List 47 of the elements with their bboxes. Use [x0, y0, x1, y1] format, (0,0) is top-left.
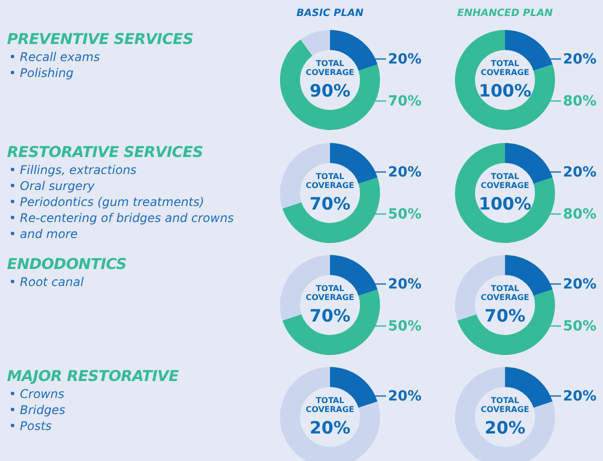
chart-title: BASIC PLAN: [296, 8, 364, 19]
data-label: 50%: [388, 206, 422, 223]
text: TOTAL COVERAGE: [480, 59, 530, 78]
text: • Periodontics (gum treatments): [9, 194, 206, 210]
text: • and more: [9, 226, 79, 242]
data-label: 20%: [563, 276, 597, 293]
data-label: 20%: [563, 52, 597, 68]
text: • Root canal: [9, 274, 85, 290]
text: RESTORATIVE SERVICES: [7, 143, 204, 162]
data-label: 20%: [563, 388, 597, 405]
chart-title: ENHANCED PLAN: [456, 8, 554, 19]
data-label: 20%: [388, 388, 422, 405]
text: 20%: [310, 418, 350, 438]
data-label: 50%: [563, 318, 597, 335]
text: • Fillings, extractions: [9, 162, 138, 178]
text: • Recall exams: [9, 49, 101, 65]
data-label: 20%: [388, 276, 422, 293]
data-label: 20%: [388, 164, 422, 181]
text: TOTAL COVERAGE: [306, 172, 354, 190]
text: MAJOR RESTORATIVE: [7, 367, 179, 386]
text: PREVENTIVE SERVICES: [7, 30, 194, 49]
text: 20%: [484, 418, 526, 438]
text: 90%: [310, 81, 350, 102]
text: • Oral surgery: [9, 178, 96, 194]
text: TOTAL COVERAGE: [306, 396, 354, 414]
data-label: 70%: [388, 94, 422, 110]
text: TOTAL COVERAGE: [306, 59, 354, 78]
text: 70%: [310, 194, 350, 214]
data-label: 80%: [563, 206, 597, 223]
text: • Bridges: [9, 402, 66, 418]
text: TOTAL COVERAGE: [480, 172, 530, 190]
text: 100%: [478, 81, 532, 102]
text: TOTAL COVERAGE: [306, 284, 354, 302]
text: TOTAL COVERAGE: [480, 284, 530, 302]
data-label: 50%: [388, 318, 422, 335]
data-label: 80%: [563, 94, 597, 110]
data-label: 20%: [563, 164, 597, 181]
data-label: 20%: [388, 52, 422, 68]
text: 70%: [310, 306, 350, 326]
text: 100%: [478, 194, 532, 214]
text: • Polishing: [9, 65, 75, 81]
text: • Re-centering of bridges and crowns: [9, 210, 234, 226]
text: TOTAL COVERAGE: [480, 396, 530, 414]
text: • Crowns: [9, 386, 66, 402]
text: ENDODONTICS: [7, 255, 127, 274]
text: 70%: [484, 306, 526, 326]
text: • Posts: [9, 418, 53, 434]
